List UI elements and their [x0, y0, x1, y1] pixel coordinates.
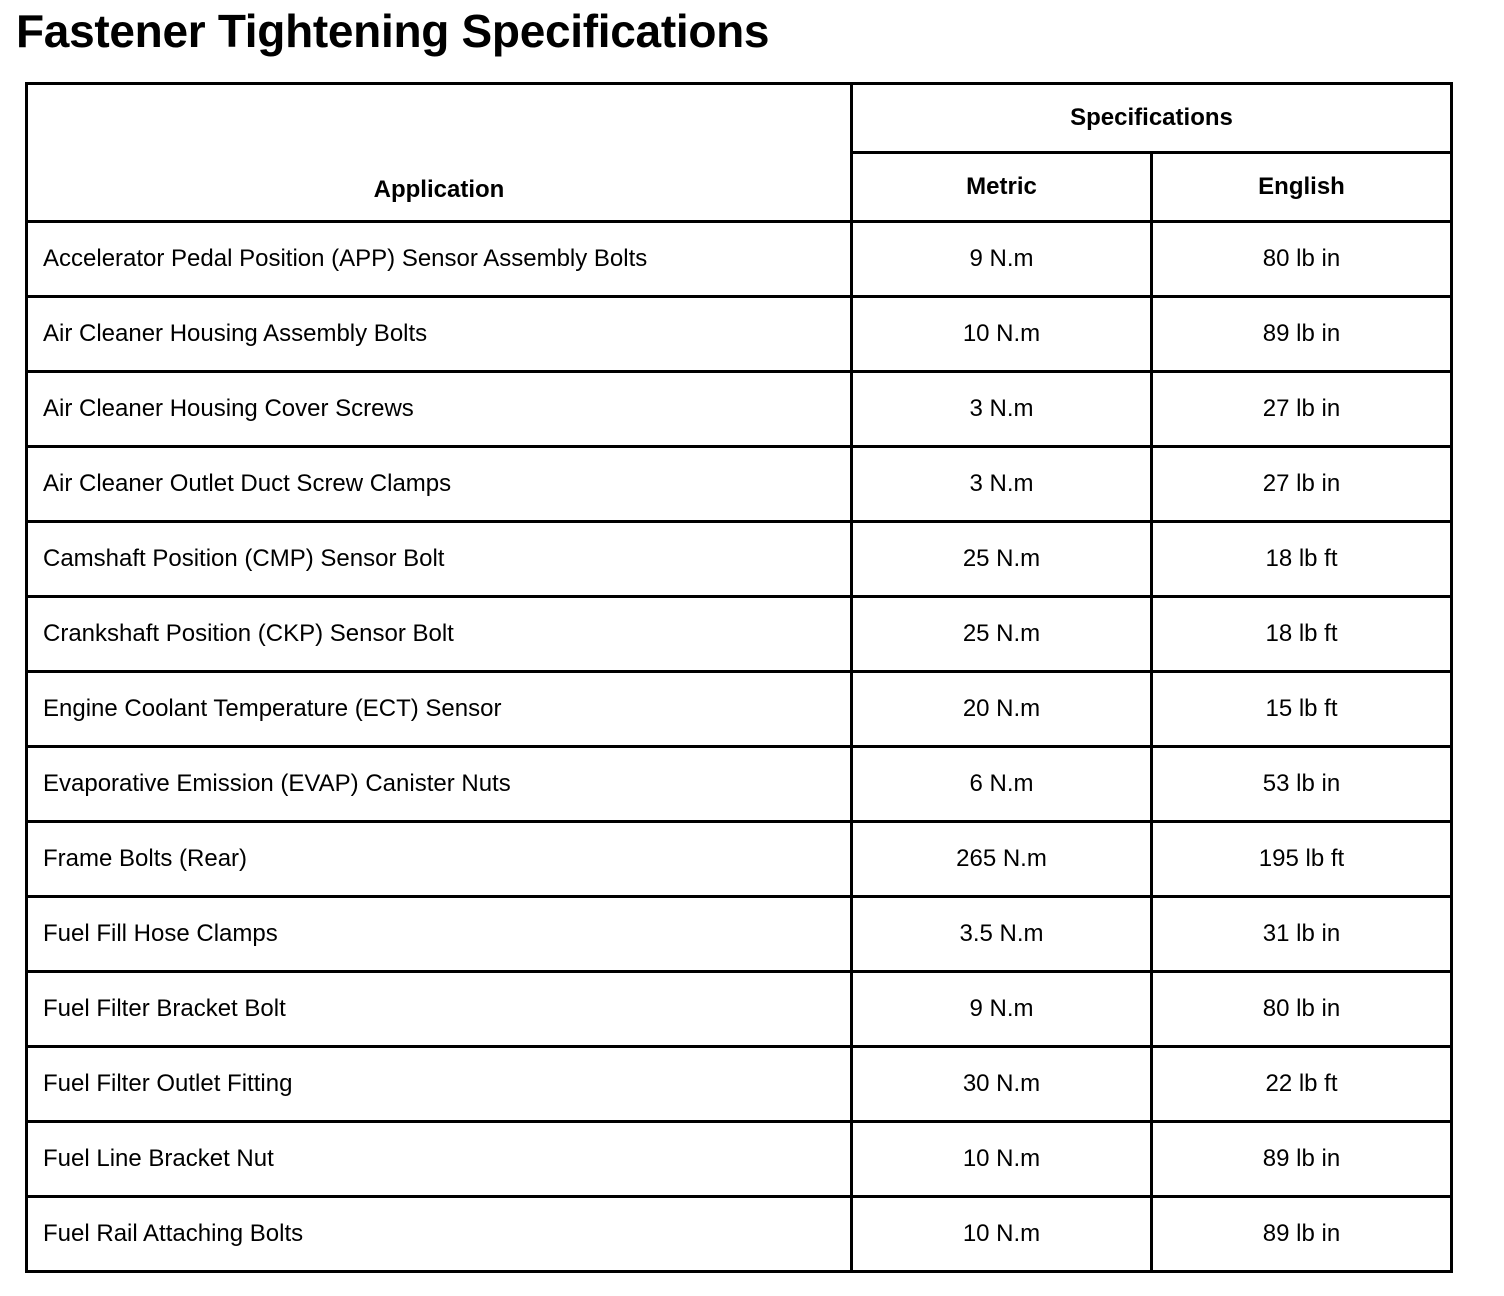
- metric-cell: 3 N.m: [850, 370, 1153, 448]
- header-specifications: Specifications: [850, 82, 1453, 154]
- table-row: Fuel Rail Attaching Bolts 10 N.m 89 lb in: [25, 1195, 1453, 1273]
- metric-cell: 265 N.m: [850, 820, 1153, 898]
- header-metric: Metric: [850, 151, 1153, 223]
- metric-cell: 3.5 N.m: [850, 895, 1153, 973]
- application-cell: Fuel Filter Outlet Fitting: [25, 1045, 853, 1123]
- english-cell: 195 lb ft: [1150, 820, 1453, 898]
- english-cell: 89 lb in: [1150, 1195, 1453, 1273]
- table-row: Frame Bolts (Rear) 265 N.m 195 lb ft: [25, 820, 1453, 898]
- english-cell: 80 lb in: [1150, 220, 1453, 298]
- english-cell: 18 lb ft: [1150, 595, 1453, 673]
- header-english: English: [1150, 151, 1453, 223]
- english-cell: 27 lb in: [1150, 370, 1453, 448]
- application-cell: Air Cleaner Outlet Duct Screw Clamps: [25, 445, 853, 523]
- table-row: Fuel Filter Outlet Fitting 30 N.m 22 lb ft: [25, 1045, 1453, 1123]
- header-application: Application: [25, 82, 853, 223]
- metric-cell: 20 N.m: [850, 670, 1153, 748]
- metric-cell: 30 N.m: [850, 1045, 1153, 1123]
- english-cell: 31 lb in: [1150, 895, 1453, 973]
- english-cell: 53 lb in: [1150, 745, 1453, 823]
- table-row: Engine Coolant Temperature (ECT) Sensor 2…: [25, 670, 1453, 748]
- metric-cell: 25 N.m: [850, 520, 1153, 598]
- english-cell: 15 lb ft: [1150, 670, 1453, 748]
- metric-cell: 10 N.m: [850, 295, 1153, 373]
- application-cell: Camshaft Position (CMP) Sensor Bolt: [25, 520, 853, 598]
- english-cell: 80 lb in: [1150, 970, 1453, 1048]
- application-cell: Engine Coolant Temperature (ECT) Sensor: [25, 670, 853, 748]
- table-row: Fuel Line Bracket Nut 10 N.m 89 lb in: [25, 1120, 1453, 1198]
- application-cell: Evaporative Emission (EVAP) Canister Nut…: [25, 745, 853, 823]
- english-cell: 22 lb ft: [1150, 1045, 1453, 1123]
- table-row: Air Cleaner Housing Cover Screws 3 N.m 27 …: [25, 370, 1453, 448]
- application-cell: Fuel Fill Hose Clamps: [25, 895, 853, 973]
- metric-cell: 25 N.m: [850, 595, 1153, 673]
- english-cell: 89 lb in: [1150, 1120, 1453, 1198]
- english-cell: 18 lb ft: [1150, 520, 1453, 598]
- metric-cell: 6 N.m: [850, 745, 1153, 823]
- table-row: Air Cleaner Outlet Duct Screw Clamps 3 N.…: [25, 445, 1453, 523]
- application-cell: Crankshaft Position (CKP) Sensor Bolt: [25, 595, 853, 673]
- page-title: Fastener Tightening Specifications: [16, 5, 770, 57]
- table-row: Fuel Fill Hose Clamps 3.5 N.m 31 lb in: [25, 895, 1453, 973]
- application-cell: Frame Bolts (Rear): [25, 820, 853, 898]
- english-cell: 89 lb in: [1150, 295, 1453, 373]
- table-row: Evaporative Emission (EVAP) Canister Nut…: [25, 745, 1453, 823]
- metric-cell: 10 N.m: [850, 1120, 1153, 1198]
- metric-cell: 9 N.m: [850, 220, 1153, 298]
- table-row: Crankshaft Position (CKP) Sensor Bolt 25 …: [25, 595, 1453, 673]
- metric-cell: 9 N.m: [850, 970, 1153, 1048]
- table-row: Air Cleaner Housing Assembly Bolts 10 N.m…: [25, 295, 1453, 373]
- table-row: Accelerator Pedal Position (APP) Sensor …: [25, 220, 1453, 298]
- table-row: Camshaft Position (CMP) Sensor Bolt 25 N.…: [25, 520, 1453, 598]
- english-cell: 27 lb in: [1150, 445, 1453, 523]
- metric-cell: 10 N.m: [850, 1195, 1153, 1273]
- application-cell: Fuel Line Bracket Nut: [25, 1120, 853, 1198]
- application-cell: Fuel Rail Attaching Bolts: [25, 1195, 853, 1273]
- metric-cell: 3 N.m: [850, 445, 1153, 523]
- application-cell: Accelerator Pedal Position (APP) Sensor …: [25, 220, 853, 298]
- application-cell: Air Cleaner Housing Cover Screws: [25, 370, 853, 448]
- application-cell: Fuel Filter Bracket Bolt: [25, 970, 853, 1048]
- application-cell: Air Cleaner Housing Assembly Bolts: [25, 295, 853, 373]
- specifications-table: Application Specifications Metric Englis…: [25, 82, 1453, 1273]
- table-row: Fuel Filter Bracket Bolt 9 N.m 80 lb in: [25, 970, 1453, 1048]
